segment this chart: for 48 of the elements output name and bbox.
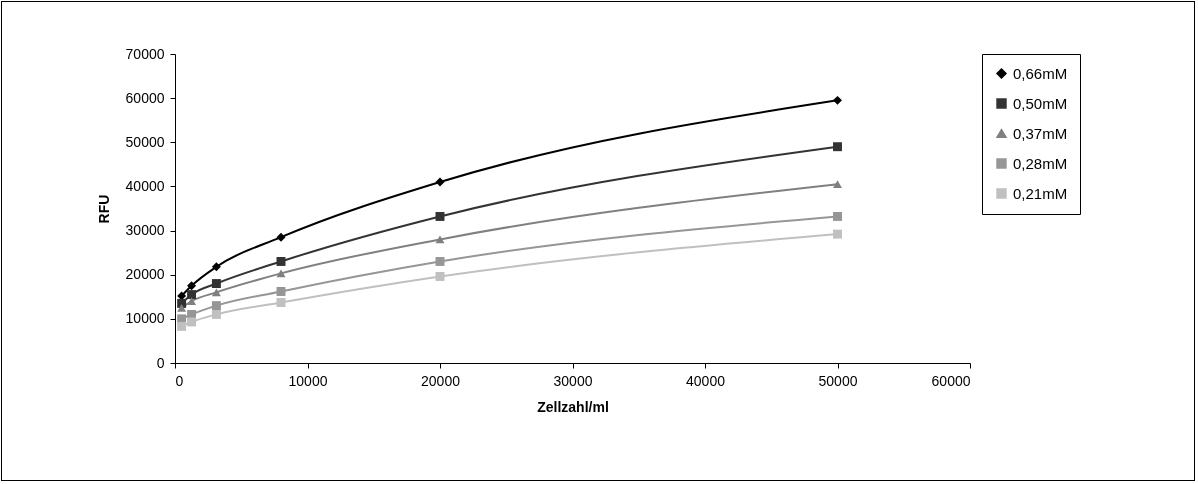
point — [177, 303, 187, 312]
x-tick-label: 40000 — [686, 372, 726, 389]
x-tick-label: 10000 — [288, 372, 328, 389]
y-tick-label: 40000 — [125, 177, 165, 194]
point — [211, 288, 221, 297]
y-tick-label: 60000 — [125, 89, 165, 106]
point — [177, 321, 187, 331]
x-axis-title: Zellzahl/ml — [537, 398, 609, 415]
point — [833, 229, 842, 239]
point — [187, 281, 197, 291]
y-axis-title: RFU — [95, 194, 112, 224]
point — [211, 309, 221, 319]
point — [435, 211, 445, 221]
point — [276, 287, 286, 296]
x-tick-label: 0 — [175, 372, 184, 389]
point — [187, 290, 197, 300]
point — [211, 301, 221, 311]
point — [833, 211, 842, 221]
point — [276, 269, 286, 278]
point — [276, 257, 286, 266]
point — [276, 232, 286, 242]
point — [211, 262, 221, 272]
y-tick-label: 0 — [156, 354, 165, 371]
point — [435, 235, 445, 244]
point — [833, 95, 842, 105]
point — [435, 177, 445, 187]
y-tick-label: 70000 — [125, 45, 165, 62]
legend-label: 0,21mM — [1013, 184, 1068, 202]
point — [435, 272, 445, 281]
point — [276, 298, 286, 307]
x-tick-label: 30000 — [553, 372, 593, 389]
x-tick-label: 20000 — [421, 372, 461, 389]
point — [211, 279, 221, 289]
y-tick-label: 10000 — [125, 310, 165, 327]
legend-label: 0,66mM — [1013, 64, 1068, 82]
x-tick-label: 50000 — [818, 372, 858, 389]
y-tick-label: 50000 — [125, 133, 165, 150]
legend-label: 0,50mM — [1013, 94, 1068, 112]
x-tick-label: 60000 — [931, 372, 971, 389]
legend-label: 0,28mM — [1013, 154, 1068, 172]
legend-label: 0,37mM — [1013, 124, 1068, 142]
point — [187, 297, 197, 306]
point — [187, 317, 197, 327]
point — [833, 142, 842, 152]
y-tick-label: 20000 — [125, 266, 165, 283]
y-tick-label: 30000 — [125, 222, 165, 239]
point — [833, 180, 842, 189]
point — [435, 257, 445, 266]
